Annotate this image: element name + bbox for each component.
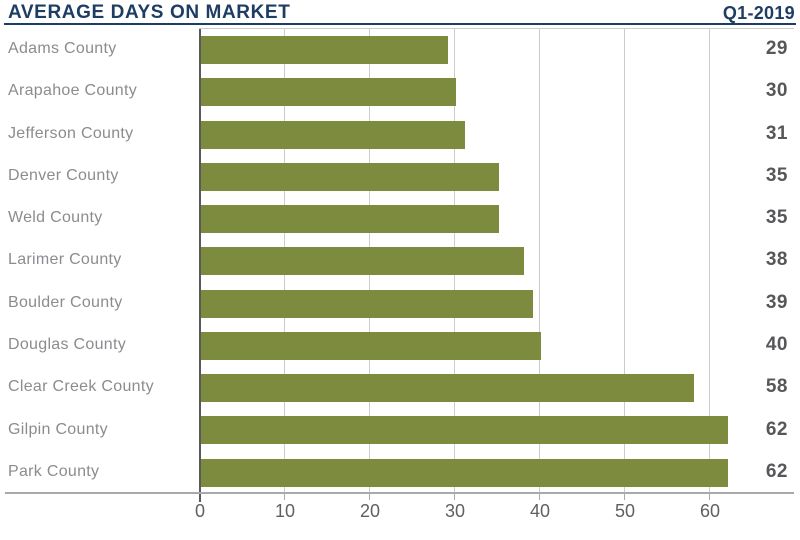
category-label: Adams County xyxy=(8,40,117,58)
value-label: 38 xyxy=(765,249,788,271)
x-tick-mark xyxy=(284,494,285,500)
category-label: Park County xyxy=(8,462,100,480)
category-label: Weld County xyxy=(8,209,103,227)
header-rule xyxy=(4,23,796,25)
x-tick-label: 20 xyxy=(359,501,381,521)
x-tick-mark xyxy=(709,494,710,500)
bar xyxy=(201,78,456,107)
bar xyxy=(201,247,524,276)
x-tick-mark xyxy=(369,494,370,500)
category-label: Gilpin County xyxy=(8,420,108,438)
category-label: Douglas County xyxy=(8,336,127,354)
gridline xyxy=(708,29,710,494)
bar xyxy=(201,120,465,149)
value-label: 35 xyxy=(765,164,788,186)
value-label: 30 xyxy=(765,80,788,102)
value-label: 62 xyxy=(765,460,788,482)
x-tick-mark xyxy=(624,494,625,500)
x-tick-label: 50 xyxy=(614,501,636,521)
bar xyxy=(201,331,541,360)
x-tick-mark xyxy=(539,494,540,500)
value-label: 62 xyxy=(765,418,788,440)
value-label: 58 xyxy=(765,376,788,398)
category-label: Arapahoe County xyxy=(8,82,138,100)
bar xyxy=(201,205,499,234)
zero-baseline xyxy=(199,29,201,502)
period-label: Q1-2019 xyxy=(722,3,795,23)
category-label: Boulder County xyxy=(8,293,123,311)
category-label: Larimer County xyxy=(8,251,122,269)
value-label: 35 xyxy=(765,207,788,229)
x-axis-line xyxy=(5,492,794,494)
category-label: Jefferson County xyxy=(8,124,134,142)
bar xyxy=(201,162,499,191)
gridline xyxy=(538,29,540,494)
x-tick-label: 40 xyxy=(529,501,551,521)
value-label: 39 xyxy=(765,291,788,313)
x-tick-label: 10 xyxy=(274,501,296,521)
chart-title: AVERAGE DAYS ON MARKET xyxy=(8,2,291,23)
x-tick-label: 60 xyxy=(699,501,721,521)
bar xyxy=(201,416,728,445)
bar xyxy=(201,289,533,318)
plot-area xyxy=(199,28,794,502)
value-label: 29 xyxy=(765,38,788,60)
category-label: Clear Creek County xyxy=(8,378,154,396)
bar xyxy=(201,458,728,487)
category-label: Denver County xyxy=(8,166,119,184)
gridline xyxy=(623,29,625,494)
value-label: 31 xyxy=(765,122,788,144)
x-tick-label: 30 xyxy=(444,501,466,521)
bar xyxy=(201,36,448,64)
x-tick-mark xyxy=(454,494,455,500)
bar xyxy=(201,374,694,403)
x-tick-label: 0 xyxy=(194,501,205,521)
value-label: 40 xyxy=(765,334,788,356)
